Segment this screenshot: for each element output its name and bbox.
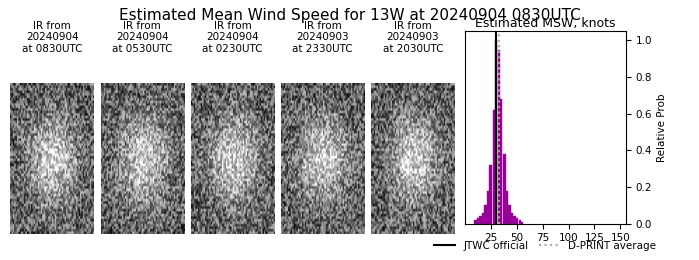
Text: Estimated Mean Wind Speed for 13W at 20240904 0830UTC: Estimated Mean Wind Speed for 13W at 202… bbox=[119, 8, 580, 23]
Text: IR from
20240903
at 2330UTC: IR from 20240903 at 2330UTC bbox=[292, 21, 353, 54]
Bar bbox=[493, 110, 495, 224]
Bar bbox=[482, 213, 485, 224]
Bar bbox=[519, 220, 521, 224]
Bar bbox=[477, 218, 480, 224]
Legend: JTWC official, D-PRINT average: JTWC official, D-PRINT average bbox=[430, 236, 661, 255]
Bar bbox=[479, 216, 482, 224]
Text: IR from
20240904
at 0830UTC: IR from 20240904 at 0830UTC bbox=[22, 21, 82, 54]
Bar bbox=[498, 49, 500, 224]
Bar bbox=[515, 218, 518, 224]
Bar bbox=[489, 165, 492, 224]
Bar bbox=[487, 191, 490, 224]
Bar bbox=[500, 99, 503, 224]
Bar bbox=[510, 213, 513, 224]
Bar bbox=[474, 220, 477, 224]
Text: IR from
20240904
at 0530UTC: IR from 20240904 at 0530UTC bbox=[112, 21, 173, 54]
Bar bbox=[521, 222, 523, 224]
Y-axis label: Relative Prob: Relative Prob bbox=[657, 93, 668, 162]
Bar bbox=[508, 205, 511, 224]
Bar bbox=[503, 154, 505, 224]
Bar bbox=[484, 205, 487, 224]
Title: Estimated MSW, knots: Estimated MSW, knots bbox=[475, 17, 616, 30]
Bar bbox=[505, 191, 507, 224]
Text: IR from
20240904
at 0230UTC: IR from 20240904 at 0230UTC bbox=[202, 21, 263, 54]
Bar bbox=[513, 216, 516, 224]
Bar bbox=[495, 40, 497, 224]
Text: IR from
20240903
at 2030UTC: IR from 20240903 at 2030UTC bbox=[382, 21, 443, 54]
